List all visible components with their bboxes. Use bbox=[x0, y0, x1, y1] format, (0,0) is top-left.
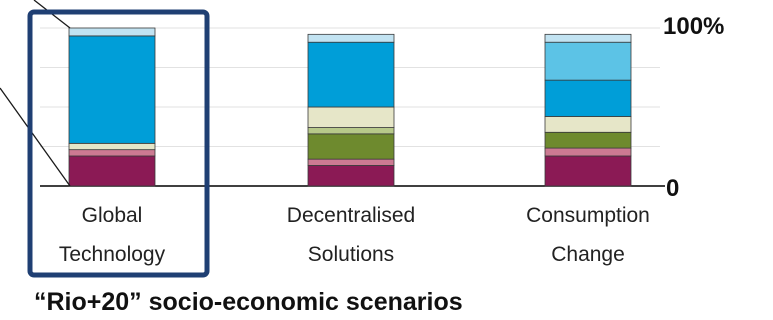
chart-title: “Rio+20” socio-economic scenarios bbox=[34, 288, 463, 316]
bar-segment-c1-s1 bbox=[68, 155, 156, 187]
bar-segment-c1-s8 bbox=[68, 27, 156, 37]
category-label-1-line1: Global bbox=[82, 204, 143, 227]
category-label-2-line2: Solutions bbox=[308, 243, 394, 266]
bar-segment-c2-s5 bbox=[307, 106, 395, 128]
bar-segment-c2-s6 bbox=[307, 41, 395, 108]
category-label-3-line2: Change bbox=[551, 243, 625, 266]
bar-segment-c3-s1 bbox=[544, 155, 632, 187]
bar-segment-c2-s1 bbox=[307, 165, 395, 187]
bar-segment-c1-s2 bbox=[68, 149, 156, 157]
category-label-1-line2: Technology bbox=[59, 243, 166, 266]
highlight-box bbox=[27, 9, 210, 278]
bar-segment-c1-s6 bbox=[68, 35, 156, 144]
bar-segment-c1-s5 bbox=[68, 142, 156, 151]
bar-segment-c3-s6 bbox=[544, 79, 632, 117]
bar-segment-c3-s5 bbox=[544, 116, 632, 133]
bar-segment-c3-s8 bbox=[544, 33, 632, 43]
bar-segment-c3-s7 bbox=[544, 41, 632, 81]
bars bbox=[68, 27, 632, 187]
category-label-2-line1: Decentralised bbox=[287, 204, 415, 227]
bar-segment-c2-s8 bbox=[307, 33, 395, 43]
bar-segment-c3-s3 bbox=[544, 131, 632, 149]
bar-segment-c2-s4 bbox=[307, 127, 395, 135]
bar-segment-c2-s2 bbox=[307, 158, 395, 166]
callout-line-lower bbox=[0, 87, 71, 187]
bar-segment-c2-s3 bbox=[307, 133, 395, 160]
y-tick-label-bottom: 0 bbox=[666, 175, 679, 202]
category-label-3-line1: Consumption bbox=[526, 204, 650, 227]
bar-segment-c3-s2 bbox=[544, 147, 632, 157]
y-tick-label-top: 100% bbox=[663, 13, 724, 40]
